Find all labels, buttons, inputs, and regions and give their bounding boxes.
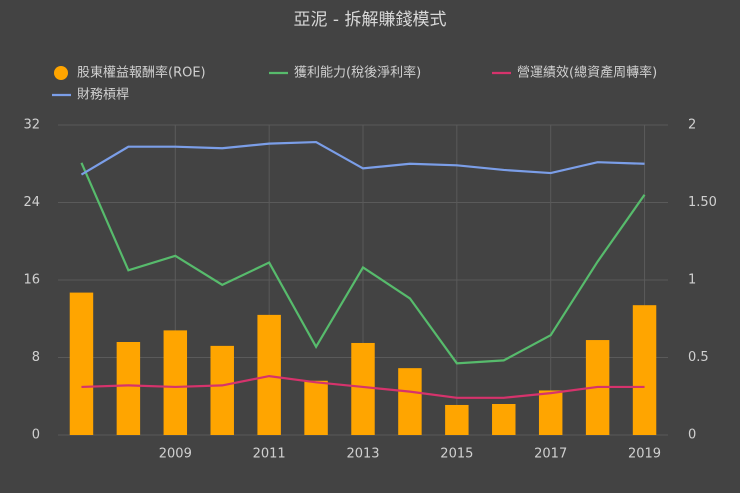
bar [257,314,281,435]
bar [632,305,657,435]
legend-label: 營運績效(總資產周轉率) [517,65,657,81]
line [80,162,646,365]
y-tick-label: 0 [32,428,40,443]
x-tick-label: 2011 [253,447,286,462]
legend-label: 獲利能力(稅後淨利率) [294,65,421,81]
bar [492,404,516,435]
y2-tick-label: 1 [688,273,696,288]
y-tick-label: 24 [23,195,40,210]
y2-tick-label: 1.50 [688,195,717,210]
bar [398,368,422,435]
chart-title: 亞泥 - 拆解賺錢模式 [294,10,447,30]
legend-label: 財務槓桿 [77,88,129,103]
y-tick-label: 8 [32,350,40,365]
bar [445,404,469,435]
x-tick-label: 2019 [628,447,661,462]
legend-label: 股東權益報酬率(ROE) [77,65,206,81]
x-tick-label: 2009 [159,447,192,462]
bar [163,330,188,435]
y2-tick-label: 0 [688,428,696,443]
bar [69,292,94,435]
y-tick-label: 32 [23,118,40,133]
bar [304,380,328,435]
bar [210,345,234,435]
y-tick-label: 16 [23,273,40,288]
x-tick-label: 2013 [346,447,379,462]
y2-tick-label: 0.5 [688,350,709,365]
line [80,140,645,176]
legend-marker [54,66,68,80]
bar [351,342,375,435]
x-tick-label: 2015 [440,447,473,462]
bar [116,342,141,435]
bar [538,390,563,435]
x-tick-label: 2017 [534,447,567,462]
y2-tick-label: 2 [688,118,696,133]
line [81,374,645,399]
